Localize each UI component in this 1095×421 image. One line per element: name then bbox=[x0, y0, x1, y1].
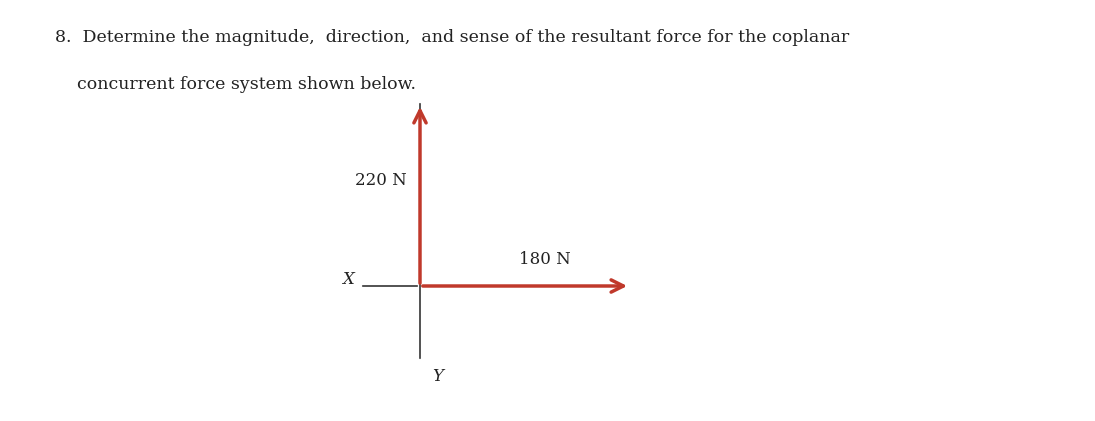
Text: 8.  Determine the magnitude,  direction,  and sense of the resultant force for t: 8. Determine the magnitude, direction, a… bbox=[55, 29, 849, 46]
Text: Y: Y bbox=[433, 368, 443, 385]
Text: 180 N: 180 N bbox=[519, 251, 570, 268]
Text: concurrent force system shown below.: concurrent force system shown below. bbox=[55, 76, 416, 93]
Text: X: X bbox=[342, 271, 354, 288]
Text: 220 N: 220 N bbox=[355, 173, 407, 189]
